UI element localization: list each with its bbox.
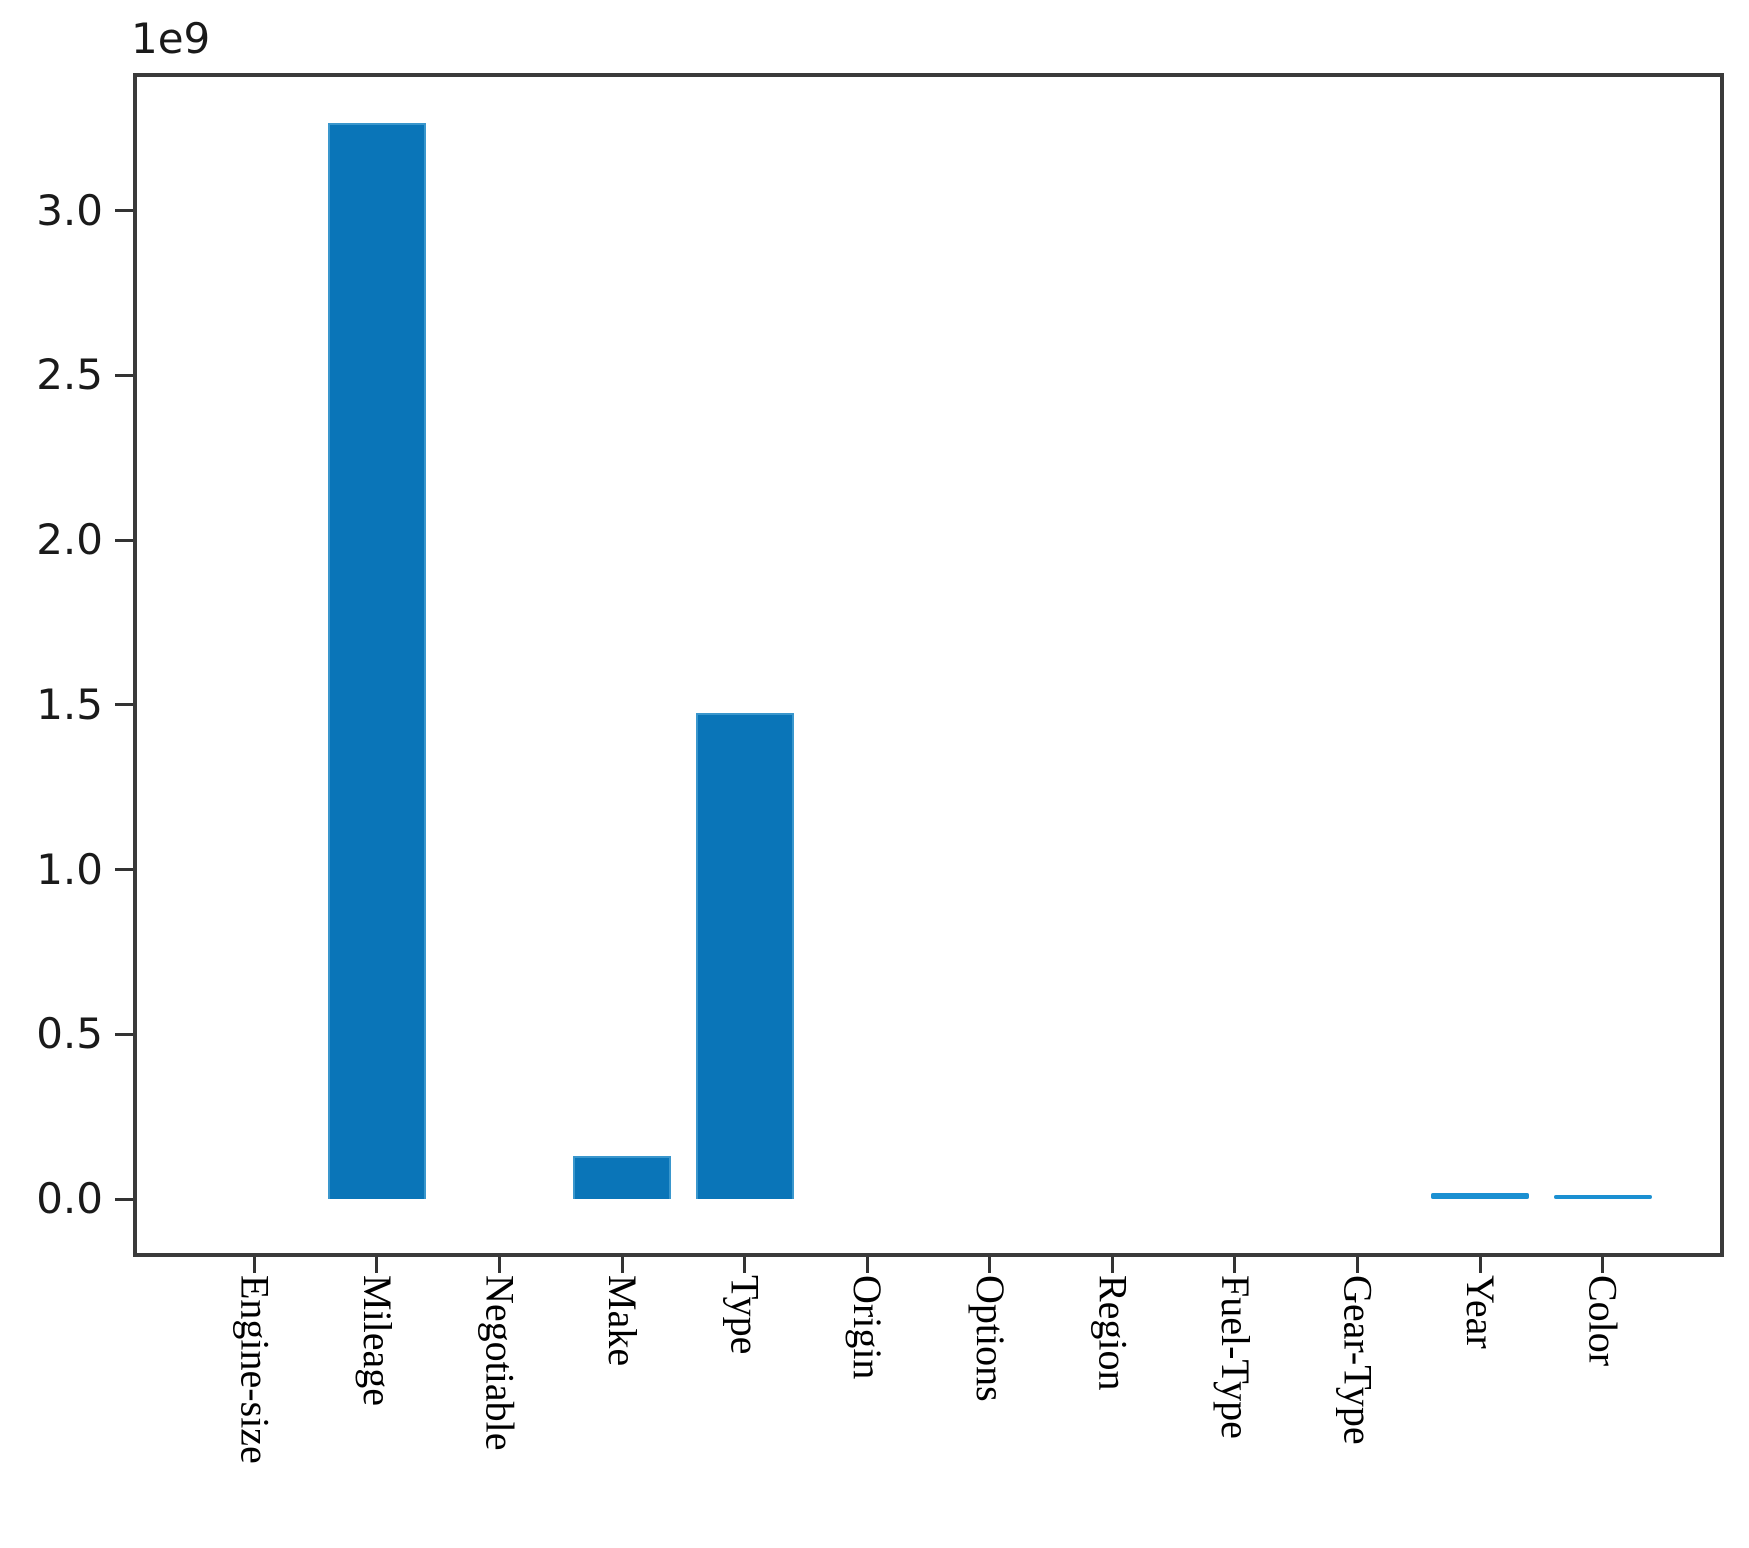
x-tick-label-origin: Origin xyxy=(845,1275,891,1380)
x-tick-label-engine-size: Engine-size xyxy=(232,1275,278,1464)
x-tick-mark xyxy=(988,1257,992,1273)
x-tick-mark xyxy=(1233,1257,1237,1273)
bar-make xyxy=(573,1156,672,1199)
bar-color xyxy=(1553,1195,1652,1200)
x-tick-mark xyxy=(1110,1257,1114,1273)
x-tick-mark xyxy=(1478,1257,1482,1273)
x-tick-mark xyxy=(743,1257,747,1273)
x-tick-label-options: Options xyxy=(967,1275,1013,1402)
y-tick-label: 1.5 xyxy=(36,679,103,729)
x-tick-label-color: Color xyxy=(1580,1275,1626,1367)
y-tick-mark xyxy=(115,868,133,872)
y-tick-mark xyxy=(115,373,133,377)
y-tick-label: 1.0 xyxy=(36,844,103,894)
y-axis-offset-text: 1e9 xyxy=(131,14,211,63)
bar-mileage xyxy=(327,123,426,1199)
x-tick-label-make: Make xyxy=(600,1275,646,1367)
x-tick-label-negotiable: Negotiable xyxy=(477,1275,523,1451)
y-tick-label: 2.0 xyxy=(36,515,103,565)
x-tick-mark xyxy=(1356,1257,1359,1273)
y-tick-label: 3.0 xyxy=(36,185,103,235)
x-tick-label-year: Year xyxy=(1458,1275,1504,1349)
x-tick-label-type: Type xyxy=(722,1275,768,1355)
x-tick-mark xyxy=(865,1257,869,1273)
x-tick-mark xyxy=(252,1257,256,1273)
y-tick-mark xyxy=(115,1197,133,1201)
x-tick-mark xyxy=(1601,1257,1605,1273)
y-tick-label: 2.5 xyxy=(36,350,103,400)
x-tick-label-mileage: Mileage xyxy=(354,1275,400,1407)
y-tick-mark xyxy=(115,703,133,707)
y-tick-label: 0.5 xyxy=(36,1009,103,1059)
y-tick-mark xyxy=(115,1032,133,1036)
x-tick-mark xyxy=(375,1257,379,1273)
plot-area xyxy=(133,73,1724,1257)
x-tick-mark xyxy=(497,1257,501,1273)
bar-type xyxy=(695,713,794,1199)
x-tick-label-gear-type: Gear-Type xyxy=(1335,1275,1381,1445)
y-tick-mark xyxy=(115,538,133,542)
x-tick-label-region: Region xyxy=(1090,1275,1136,1391)
x-tick-mark xyxy=(620,1257,624,1273)
x-tick-label-fuel-type: Fuel-Type xyxy=(1212,1275,1258,1439)
bar-year xyxy=(1431,1193,1530,1199)
y-tick-label: 0.0 xyxy=(36,1174,103,1224)
y-tick-mark xyxy=(115,209,133,213)
